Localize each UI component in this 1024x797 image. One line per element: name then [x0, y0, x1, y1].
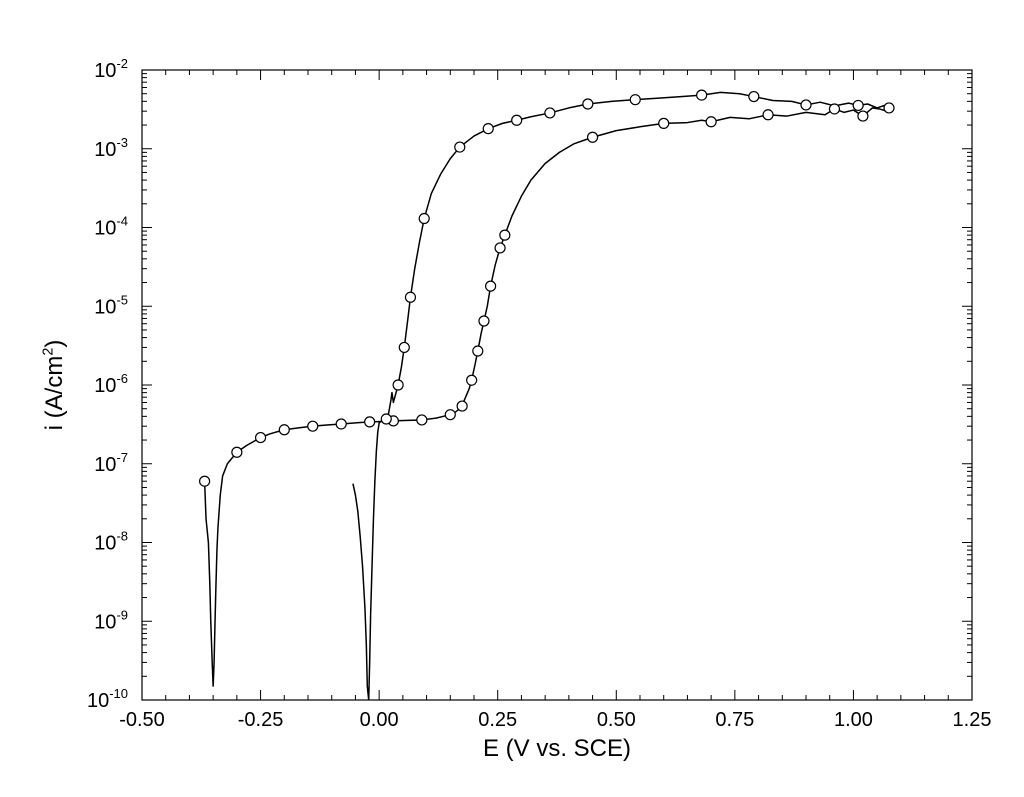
svg-text:0.00: 0.00 [360, 709, 399, 731]
svg-text:-0.25: -0.25 [238, 709, 284, 731]
svg-text:-0.50: -0.50 [119, 709, 165, 731]
svg-text:0.50: 0.50 [597, 709, 636, 731]
svg-text:1.25: 1.25 [953, 709, 992, 731]
svg-text:0.75: 0.75 [715, 709, 754, 731]
polarization-chart: -0.50-0.250.000.250.500.751.001.2510-101… [0, 0, 1024, 797]
svg-text:E (V vs. SCE): E (V vs. SCE) [483, 735, 631, 762]
svg-text:0.25: 0.25 [478, 709, 517, 731]
svg-text:1.00: 1.00 [834, 709, 873, 731]
